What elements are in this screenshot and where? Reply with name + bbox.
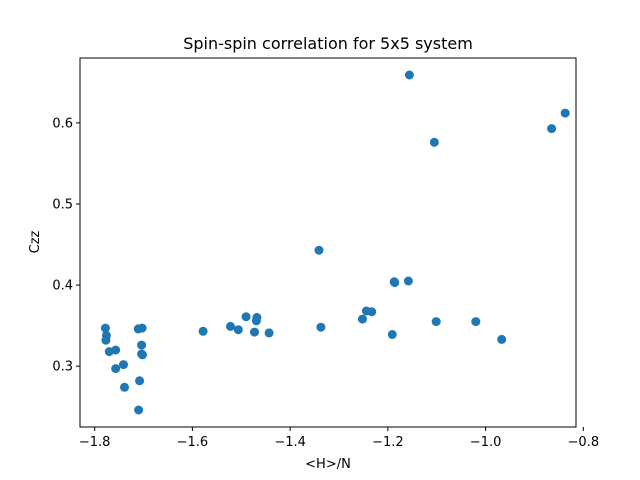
data-point-8 — [120, 382, 129, 392]
data-point-28 — [367, 307, 377, 317]
data-point-23 — [264, 328, 274, 338]
data-point-36 — [471, 317, 481, 327]
plot-frame — [79, 57, 577, 428]
data-point-21 — [251, 316, 261, 326]
y-tick-label: 0.3 — [52, 360, 73, 375]
data-point-3 — [101, 335, 111, 345]
x-tick-label: −1.8 — [79, 435, 111, 450]
x-tick-label: −1.4 — [274, 435, 306, 450]
data-point-10 — [137, 323, 147, 333]
x-axis-label: <H>/N — [305, 457, 351, 472]
data-point-14 — [135, 376, 145, 386]
data-point-32 — [403, 276, 413, 286]
data-point-19 — [241, 312, 251, 322]
x-axis-ticks: −1.8 −1.6 −1.4 −1.2 −1.0 −0.8 — [79, 427, 599, 450]
y-axis-label: Czz — [28, 230, 43, 253]
data-point-31 — [387, 330, 397, 339]
data-point-22 — [250, 327, 259, 337]
x-tick-label: −1.2 — [372, 435, 404, 450]
data-point-35 — [431, 317, 441, 327]
data-point-16 — [198, 326, 208, 336]
x-tick-label: −1.0 — [470, 435, 502, 450]
data-point-17 — [226, 321, 235, 331]
data-point-30 — [390, 278, 400, 288]
data-point-38 — [547, 124, 557, 134]
data-point-24 — [314, 245, 324, 255]
x-tick-label: −1.6 — [177, 435, 209, 450]
data-point-5 — [111, 345, 121, 355]
data-point-34 — [429, 137, 439, 147]
data-point-26 — [358, 314, 367, 324]
data-point-37 — [497, 334, 507, 344]
data-point-25 — [316, 322, 326, 332]
data-point-11 — [137, 340, 147, 350]
y-tick-label: 0.4 — [52, 279, 73, 294]
data-point-1 — [100, 323, 110, 333]
y-tick-label: 0.5 — [52, 197, 73, 212]
y-tick-label: 0.6 — [52, 116, 73, 131]
chart-title: Spin-spin correlation for 5x5 system — [183, 34, 473, 53]
y-axis-ticks: 0.3 0.4 0.5 0.6 — [52, 116, 80, 375]
data-point-33 — [404, 70, 414, 80]
x-tick-label: −0.8 — [568, 435, 600, 450]
data-point-7 — [119, 360, 128, 370]
points-layer — [100, 70, 570, 415]
data-point-6 — [111, 364, 121, 374]
data-point-13 — [138, 350, 147, 360]
data-point-18 — [233, 325, 243, 335]
data-point-15 — [134, 405, 144, 415]
data-point-39 — [560, 108, 570, 118]
